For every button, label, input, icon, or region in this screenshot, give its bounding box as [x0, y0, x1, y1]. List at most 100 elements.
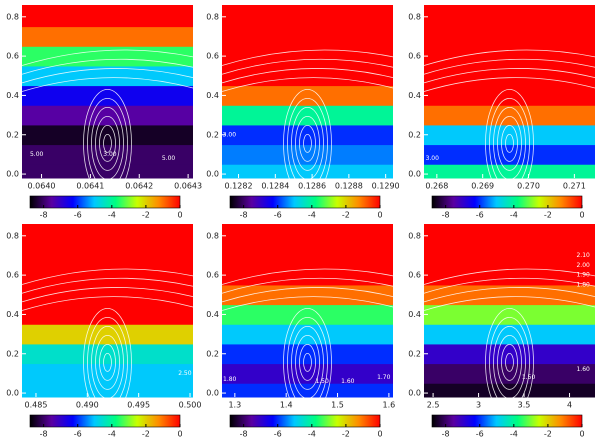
contour-line: [221, 268, 394, 285]
contour-label: 1.50: [315, 378, 329, 385]
contour-line: [91, 106, 124, 180]
contour-label: 1.80: [223, 376, 237, 383]
heat-band: [222, 164, 393, 179]
heat-band: [22, 26, 193, 47]
heat-band: [222, 85, 393, 106]
contour-line: [505, 352, 514, 372]
heat-band: [22, 324, 193, 345]
y-tick-label: 0.4: [408, 91, 421, 100]
heat-band: [222, 284, 393, 306]
contour-line: [95, 115, 120, 171]
colorbar-tick-label: -6: [476, 430, 484, 438]
heat-band: [22, 304, 193, 325]
x-tick-label: 0.485: [25, 401, 48, 410]
x-tick-label: 0.500: [179, 401, 202, 410]
x-tick-label: 2.5: [427, 401, 440, 410]
x-tick-label: 1.6: [383, 401, 396, 410]
y-tick-label: 0.8: [408, 231, 421, 240]
heat-band: [222, 343, 393, 365]
colorbar-tick-label: -8: [240, 211, 248, 220]
contour-line: [221, 68, 394, 84]
y-tick-label: 0.8: [6, 12, 19, 21]
heat-band: [22, 265, 193, 286]
contour-line: [303, 352, 312, 372]
contour-line: [221, 58, 394, 75]
x-tick-label: 0.0641: [76, 182, 104, 191]
x-tick-label: 0.271: [563, 182, 586, 191]
contour-label: 2.50: [178, 370, 192, 377]
heat-band: [424, 343, 595, 365]
heat-band: [424, 383, 595, 398]
heat-band: [424, 26, 595, 47]
colorbar-tick-label: -2: [544, 211, 552, 220]
contour-line: [87, 316, 128, 408]
colorbar-tick-label: -4: [308, 211, 316, 220]
heat-band: [22, 224, 193, 247]
contour-line: [501, 124, 518, 162]
contour-line: [21, 49, 194, 66]
x-tick-label: 0.0642: [125, 182, 153, 191]
colorbar-tick-label: -6: [476, 211, 484, 220]
contour-line: [501, 343, 518, 381]
x-tick-label: 0.495: [127, 401, 150, 410]
heat-band: [222, 144, 393, 165]
heat-band: [424, 224, 595, 247]
contour-line: [99, 124, 116, 162]
y-tick-label: 0.6: [408, 52, 421, 61]
heat-band: [424, 363, 595, 384]
heat-band: [222, 5, 393, 28]
colorbar: [431, 414, 583, 428]
y-tick-label: 0.6: [206, 52, 219, 61]
contour-line: [221, 296, 394, 311]
y-tick-label: 0.8: [408, 12, 421, 21]
x-tick-label: 4: [567, 401, 572, 410]
x-tick-label: 0.268: [425, 182, 448, 191]
colorbar: [29, 414, 181, 428]
colorbar-tick-label: 0: [177, 430, 182, 438]
x-tick-label: 1.3: [228, 401, 241, 410]
contour-label: 2.00: [576, 262, 590, 269]
contour-label: 1.70: [377, 374, 391, 381]
colorbar: [229, 414, 381, 428]
heat-band: [22, 65, 193, 87]
heat-band: [222, 304, 393, 325]
contour-line: [221, 287, 394, 303]
contour-label: 2.10: [576, 252, 590, 259]
colorbar-tick-label: 0: [377, 430, 382, 438]
heat-band: [222, 46, 393, 67]
heat-band: [222, 324, 393, 345]
colorbar-tick-label: -2: [342, 211, 350, 220]
contour-line: [21, 268, 194, 285]
y-tick-label: 0.0: [206, 170, 219, 179]
heat-band: [424, 284, 595, 306]
contour-line: [497, 334, 522, 390]
heat-band: [22, 144, 193, 165]
x-tick-label: 0.490: [76, 401, 99, 410]
contour-label: 1.90: [576, 272, 590, 279]
contour-line: [303, 133, 312, 153]
heat-band: [424, 105, 595, 126]
colorbar-tick-label: -8: [40, 430, 48, 438]
colorbar-tick-label: -8: [442, 211, 450, 220]
contour-line: [493, 325, 526, 399]
y-tick-label: 0.2: [206, 349, 219, 358]
colorbar-tick-label: -4: [510, 211, 518, 220]
contour-line: [423, 268, 596, 285]
heat-band: [22, 124, 193, 146]
x-tick-label: 0.1288: [335, 182, 363, 191]
contour-line: [423, 58, 596, 75]
heat-band: [424, 5, 595, 28]
contour-line: [505, 133, 514, 153]
heat-band: [22, 46, 193, 67]
contour-label: 1.60: [576, 366, 590, 373]
contour-line: [21, 77, 194, 92]
y-tick-label: 0.2: [408, 349, 421, 358]
contour-label: 1.80: [576, 281, 590, 288]
heat-band: [222, 105, 393, 126]
y-tick-label: 0.2: [6, 130, 19, 139]
colorbar-tick-label: -2: [142, 430, 150, 438]
heat-band: [22, 105, 193, 126]
colorbar-tick-label: -6: [74, 211, 82, 220]
contour-label: 5.00: [162, 155, 176, 162]
heat-band: [222, 245, 393, 266]
